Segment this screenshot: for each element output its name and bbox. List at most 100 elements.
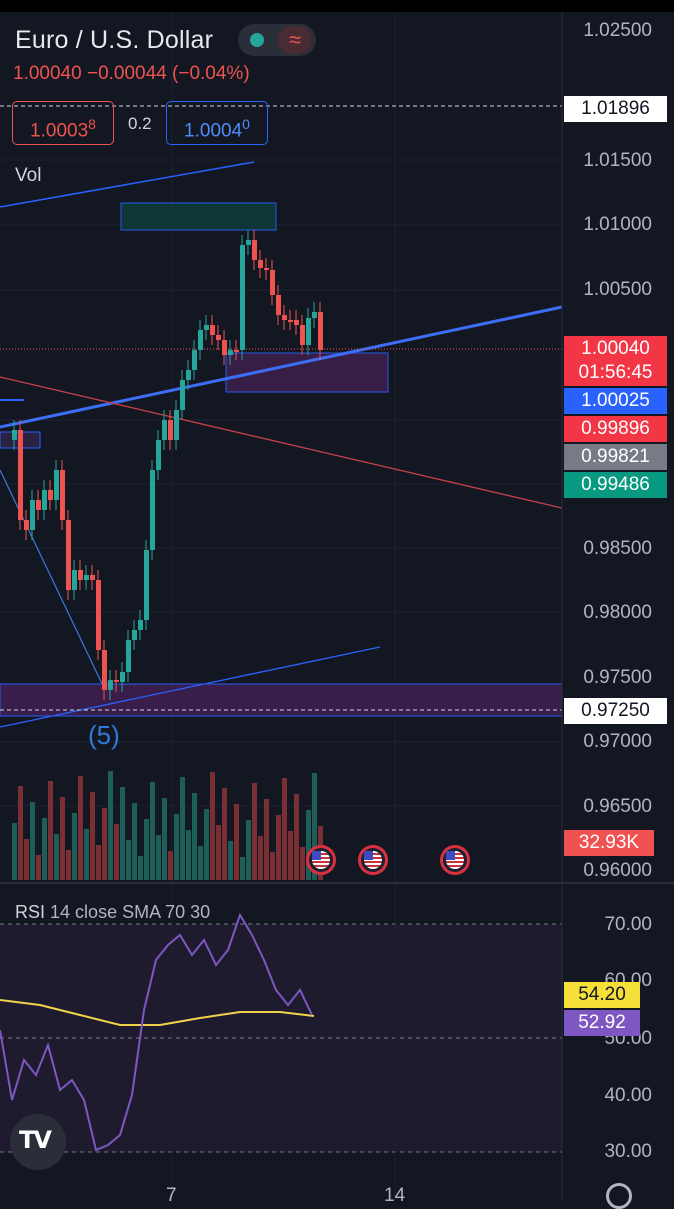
candle-body [48, 490, 53, 500]
rsi-axis-label: 40.00 [604, 1085, 652, 1106]
volume-bar [180, 777, 185, 880]
candle-body [240, 245, 245, 350]
us-flag-event-icon[interactable] [306, 845, 336, 875]
trendline-price-tag: 1.00025 [564, 388, 667, 414]
candle-body [120, 672, 125, 682]
volume-bar [84, 829, 89, 880]
crosshair-price-tag: 0.97250 [564, 698, 667, 724]
candle-body [252, 240, 257, 260]
market-status-toggle[interactable]: ≈ [238, 24, 316, 56]
market-open-icon [250, 33, 264, 47]
rsi-axis-label: 70.00 [604, 914, 652, 935]
wave-line [0, 469, 106, 691]
volume-bar [48, 781, 53, 880]
rsi-axis-label: 30.00 [604, 1141, 652, 1162]
wave-icon: ≈ [278, 26, 312, 54]
volume-bar [288, 831, 293, 880]
volume-bar [300, 847, 305, 880]
rsi-params: 14 close SMA 70 30 [50, 902, 211, 922]
candle-body [234, 350, 239, 352]
volume-bar [54, 834, 59, 880]
last-price: 1.00040 [13, 63, 82, 84]
rsi-legend[interactable]: RSI 14 close SMA 70 30 [15, 902, 210, 923]
candle-body [132, 630, 137, 640]
lower-channel-line [0, 646, 381, 728]
us-flag-event-icon[interactable] [440, 845, 470, 875]
candle-body [18, 430, 23, 520]
candle-body [210, 325, 215, 335]
elliott-wave-label[interactable]: (5) [88, 720, 120, 750]
current-price-value: 1.00040 [581, 338, 650, 359]
volume-bar [216, 825, 221, 880]
tradingview-logo-icon[interactable]: TV [10, 1114, 66, 1170]
candle-body [168, 420, 173, 440]
volume-indicator-label[interactable]: Vol [15, 165, 42, 186]
volume-bar [246, 820, 251, 880]
candle-body [228, 350, 233, 355]
candle-body [312, 312, 317, 318]
candle-body [96, 580, 101, 650]
price-axis-label: 1.01500 [583, 150, 652, 171]
candle-body [204, 325, 209, 330]
price-axis-label: 0.96000 [583, 860, 652, 881]
settings-gear-icon[interactable] [606, 1183, 632, 1209]
candle-body [114, 680, 119, 682]
volume-bar [222, 788, 227, 880]
pane-divider[interactable] [0, 882, 674, 884]
price-axis-label: 0.98500 [583, 538, 652, 559]
volume-bar [120, 787, 125, 880]
candlesticks [12, 230, 323, 700]
volume-bar [36, 855, 41, 880]
candle-body [108, 680, 113, 690]
price-change: −0.00044 (−0.04%) [86, 63, 250, 84]
volume-bar [174, 814, 179, 880]
volume-bar [252, 783, 257, 880]
volume-bar [90, 792, 95, 880]
price-axis-label: 0.98000 [583, 602, 652, 623]
volume-bar [150, 782, 155, 880]
time-axis-label: 14 [384, 1185, 406, 1206]
volume-bar [294, 794, 299, 880]
volume-bar [30, 802, 35, 880]
candle-body [102, 650, 107, 690]
candle-body [222, 340, 227, 355]
volume-tag: 32.93K [564, 830, 654, 856]
rsi-chart[interactable] [0, 884, 674, 1200]
grey-price-tag: 0.99821 [564, 444, 667, 470]
price-chart[interactable] [0, 12, 674, 882]
volume-bar [96, 845, 101, 880]
candle-body [258, 260, 263, 268]
candle-body [216, 335, 221, 340]
volume-bar [78, 776, 83, 880]
candle-body [126, 640, 131, 672]
volume-bar [162, 798, 167, 880]
candle-body [264, 268, 269, 270]
volume-bar [210, 772, 215, 880]
volume-bar [66, 850, 71, 880]
status-bar [0, 0, 674, 12]
us-flag-event-icon[interactable] [358, 845, 388, 875]
volume-bar [18, 786, 23, 880]
volume-bar [264, 799, 269, 880]
chart-grid [0, 12, 562, 882]
candle-body [90, 575, 95, 580]
volume-bar [306, 810, 311, 880]
candle-body [294, 320, 299, 325]
candle-body [300, 325, 305, 345]
buy-button[interactable]: 1.00040 [166, 101, 268, 145]
red-line-price-tag: 0.99896 [564, 416, 667, 442]
rsi-value-tag: 52.92 [564, 1010, 640, 1036]
crosshair-price-tag: 1.01896 [564, 96, 667, 122]
rsi-sma-value-tag: 54.20 [564, 982, 640, 1008]
volume-bar [312, 773, 317, 880]
resistance-box [120, 202, 277, 231]
support-zone [0, 683, 563, 717]
volume-bar [192, 793, 197, 880]
sell-button[interactable]: 1.00038 [12, 101, 114, 145]
volume-bar [12, 823, 17, 880]
volume-bar [270, 852, 275, 880]
symbol-title[interactable]: Euro / U.S. Dollar [15, 26, 214, 54]
candle-body [156, 440, 161, 470]
candle-body [54, 470, 59, 500]
green-price-tag: 0.99486 [564, 472, 667, 498]
